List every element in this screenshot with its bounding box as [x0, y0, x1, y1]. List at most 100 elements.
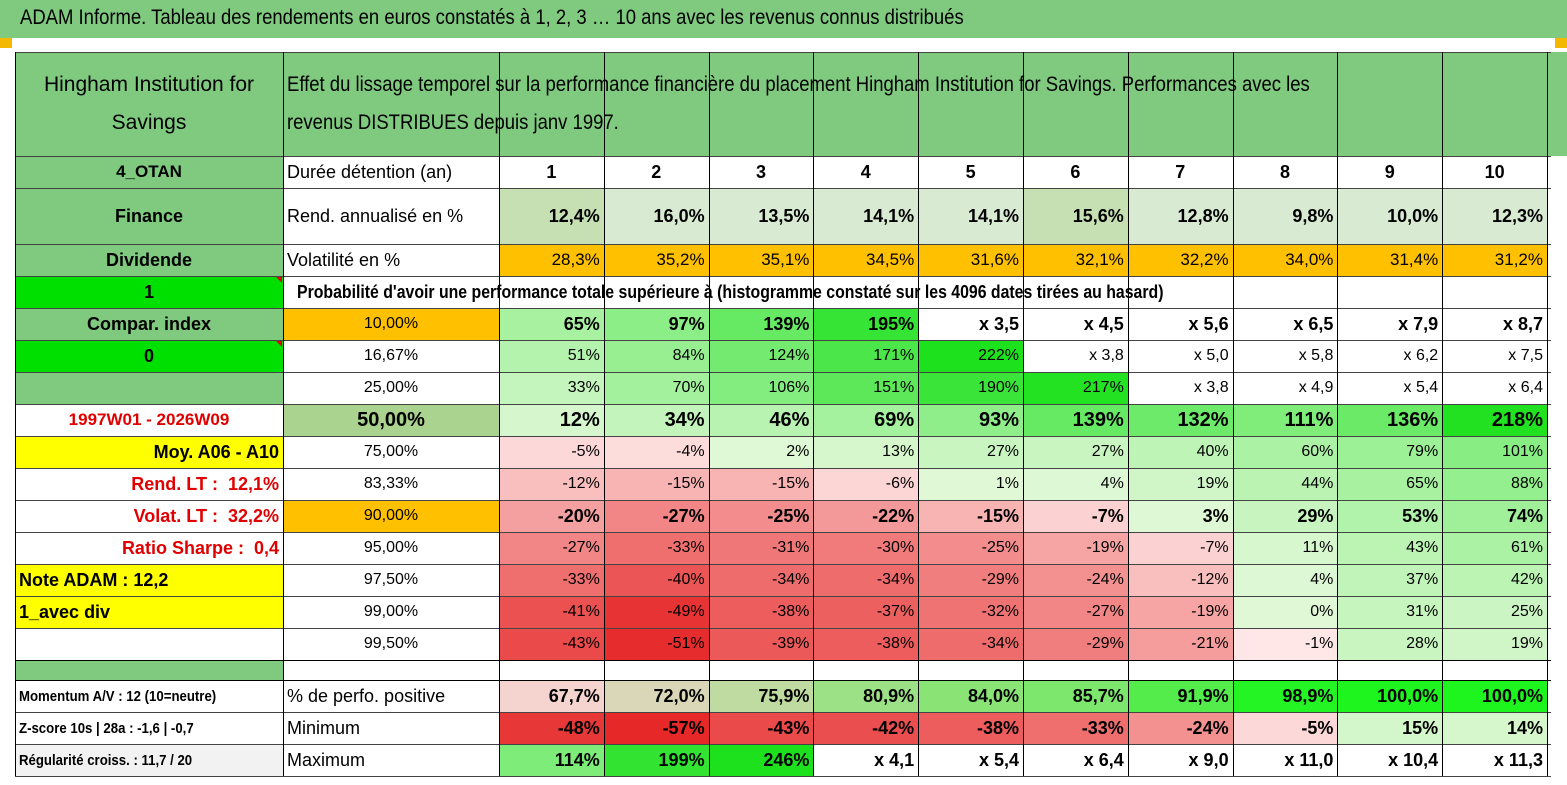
probability-value-text: -29% — [981, 571, 1019, 588]
left-code: 4_OTAN — [15, 156, 283, 188]
probability-value-text: 46% — [769, 408, 810, 431]
pos-value: 98,9% — [1232, 680, 1338, 712]
probability-value: 195% — [813, 308, 919, 340]
grid-line — [15, 156, 1551, 157]
probability-value-text: 4% — [1100, 475, 1124, 492]
left-gap — [15, 660, 283, 680]
probability-value-text: -7% — [1091, 505, 1124, 526]
volat-value-text: 31,6% — [970, 250, 1019, 269]
min-label: Minimum — [283, 712, 499, 744]
probability-value-text: 69% — [874, 408, 915, 431]
probability-value-text: 139% — [1072, 408, 1124, 431]
rend-value-text: 13,5% — [758, 205, 810, 226]
rend-label-text: Rend. annualisé en % — [287, 205, 464, 226]
probability-value-text: -34% — [772, 571, 810, 588]
grid-line — [15, 52, 1551, 53]
probability-value-text: 84% — [672, 347, 705, 364]
probability-value-text: 70% — [672, 379, 705, 396]
probability-level: 95,00% — [283, 532, 499, 564]
probability-value: -6% — [813, 468, 919, 500]
rend-value: 14,1% — [813, 188, 919, 244]
year-header: 4 — [813, 156, 918, 188]
min-value: -5% — [1232, 712, 1338, 744]
grid-line — [283, 52, 284, 776]
probability-value: -12% — [499, 468, 604, 500]
probability-value: -15% — [918, 500, 1023, 532]
duree-label-text: Durée détention (an) — [287, 161, 453, 182]
year-header: 10 — [1442, 156, 1547, 188]
grid-line — [15, 244, 1551, 245]
probability-value-text: -12% — [562, 475, 600, 492]
probability-value: 4% — [1232, 564, 1338, 596]
max-value-text: x 9,0 — [1188, 749, 1229, 770]
probability-value: 70% — [603, 372, 709, 404]
probability-value: 43% — [1337, 532, 1443, 564]
probability-value: -27% — [603, 500, 709, 532]
probability-value-text: 34% — [664, 408, 705, 431]
left-blank — [15, 628, 283, 660]
probability-value-text: 13% — [882, 443, 915, 460]
volat-value-text: 35,1% — [761, 250, 810, 269]
pos-value-text: 100,0% — [1481, 685, 1543, 706]
probability-value: -38% — [708, 596, 814, 628]
min-label-text: Minimum — [287, 717, 361, 738]
grid-line — [15, 776, 1551, 777]
max-value: 114% — [499, 744, 604, 776]
probability-value: -31% — [708, 532, 814, 564]
probability-value-text: -5% — [571, 443, 600, 460]
period-label-text: 1997W01 - 2026W09 — [68, 410, 230, 429]
left-type-text: Dividende — [105, 249, 193, 270]
probability-value: x 5,0 — [1127, 340, 1233, 372]
probability-value-text: 53% — [1402, 505, 1439, 526]
probability-value: -40% — [603, 564, 709, 596]
volat-value: 32,1% — [1023, 244, 1128, 276]
pos-value: 75,9% — [708, 680, 814, 712]
probability-value-text: x 6,4 — [1508, 379, 1543, 396]
compar-index-label-text: Compar. index — [86, 313, 212, 334]
probability-value: 139% — [1023, 404, 1128, 436]
probability-value: 97% — [603, 308, 709, 340]
probability-level: 97,50% — [283, 564, 499, 596]
probability-value: 13% — [813, 436, 919, 468]
max-value: x 11,0 — [1232, 744, 1338, 776]
pos-label: % de perfo. positive — [283, 680, 499, 712]
probability-value-text: 106% — [768, 379, 810, 396]
grid-line — [15, 308, 1551, 309]
probability-value: x 3,8 — [1127, 372, 1233, 404]
probability-value: x 3,5 — [918, 308, 1023, 340]
probability-value-text: 11% — [1302, 539, 1334, 556]
probability-level: 99,50% — [283, 628, 499, 660]
volat-value: 35,2% — [603, 244, 709, 276]
probability-value-text: 97% — [668, 313, 705, 334]
probability-value: 2% — [708, 436, 814, 468]
probability-level-text: 99,50% — [363, 635, 419, 652]
probability-value: 190% — [918, 372, 1023, 404]
probability-value-text: -19% — [1191, 603, 1229, 620]
rend-lt-value: 12,1% — [227, 473, 279, 494]
probability-value: x 8,7 — [1442, 308, 1547, 340]
probability-value-text: x 5,4 — [1403, 379, 1439, 396]
probability-value-text: 88% — [1510, 475, 1543, 492]
probability-value-text: -1% — [1304, 635, 1334, 652]
probability-value-text: 195% — [868, 313, 915, 334]
probability-value: x 5,8 — [1232, 340, 1338, 372]
year-header-text: 9 — [1384, 161, 1395, 182]
max-label-text: Maximum — [287, 749, 366, 770]
probability-value-text: -49% — [667, 603, 705, 620]
probability-value-text: -38% — [876, 635, 915, 652]
probability-value-text: -15% — [976, 505, 1019, 526]
probability-level: 10,00% — [283, 308, 499, 340]
pos-value-text: 80,9% — [863, 685, 915, 706]
probability-value: -12% — [1127, 564, 1233, 596]
probability-value: 151% — [813, 372, 919, 404]
pos-label-text: % de perfo. positive — [287, 685, 446, 706]
probability-value-text: -12% — [1191, 571, 1229, 588]
max-value-text: x 4,1 — [874, 749, 915, 770]
max-value: x 9,0 — [1127, 744, 1233, 776]
volat-label: Volatilité en % — [283, 244, 499, 276]
probability-value-text: 124% — [768, 347, 810, 364]
probability-value-text: 19% — [1196, 475, 1229, 492]
probability-level-text: 97,50% — [363, 571, 419, 588]
corner-marker — [0, 38, 12, 48]
probability-value-text: x 4,9 — [1298, 379, 1334, 396]
